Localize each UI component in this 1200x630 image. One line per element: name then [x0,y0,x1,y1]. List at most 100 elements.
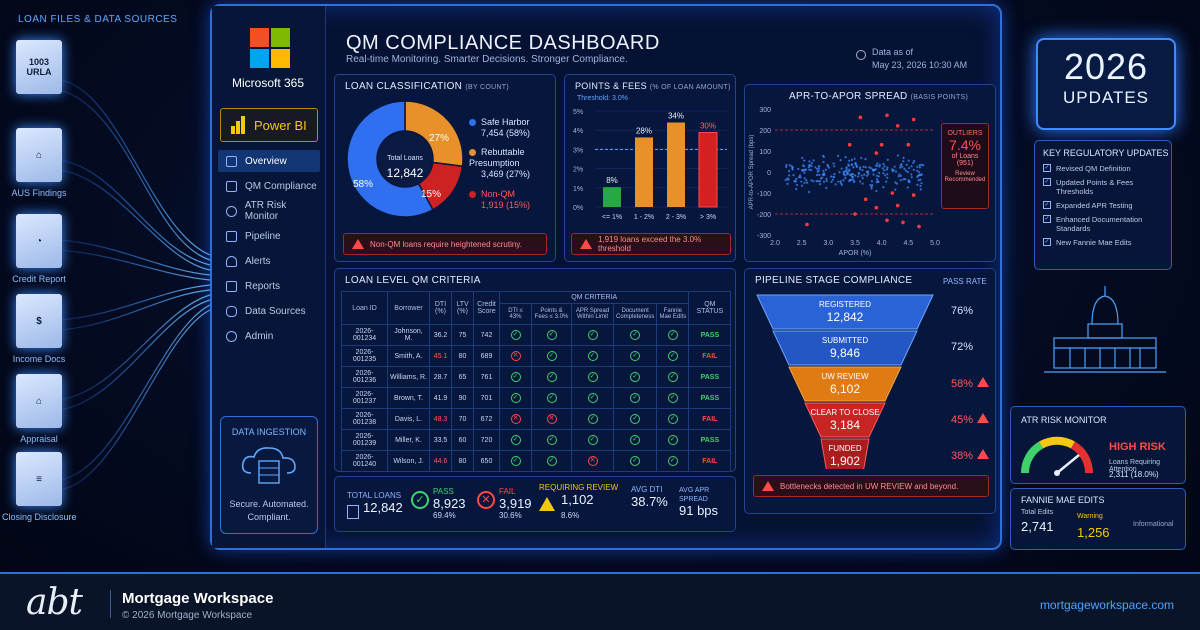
table-row[interactable]: 2026-001234 Johnson, M. 36.2 75 742 ✓ ✓ ✓ ✓ ✓ PASS [341,324,732,346]
table-group-header: QM CRITERIA [498,291,690,304]
y-tick-label: 0 [767,170,771,177]
nav-data-sources[interactable]: Data Sources [218,300,320,322]
outlier-point [917,224,921,229]
asof-label: Data as of [872,47,914,57]
bar-3 [667,122,685,207]
nav-pipeline[interactable]: Pipeline [218,225,320,247]
scatter-point [861,168,864,172]
legend-dot [469,119,476,127]
table-header[interactable]: APR Spread Within Limit [571,303,614,325]
footer-website-link[interactable]: mortgageworkspace.com [1039,598,1174,612]
table-header[interactable]: DTI ≤ 43% [499,303,532,325]
stage-name: UW REVIEW [821,372,869,381]
x-tick-label: 2.0 [770,240,780,247]
table-header[interactable]: Borrower [387,291,430,325]
scatter-point [851,175,854,179]
table-header[interactable]: Points & Fees ≤ 3.0% [531,303,572,325]
x-tick-label: 2.5 [797,240,807,247]
check-icon: ✓ [587,330,598,340]
kru-item[interactable]: ✓ Updated Points & Fees Thresholds [1043,178,1165,196]
nav-atr-risk-monitor[interactable]: ATR Risk Monitor [218,200,320,222]
points-fees-bar-chart[interactable]: 5% 4% 3% 2% 1% 0% 8% <= 1% 28% 1 - 2% 34% 2 - 3% 30%… [569,105,733,229]
table-row[interactable]: 2026-001235 Smith, A. 45.1 80 689 ✕ ✓ ✓ ✓ ✓ FAIL [341,345,732,367]
legend-value: 1,919 (15%) [481,200,531,210]
nav-label: Alerts [245,255,271,267]
scatter-point [791,168,794,171]
table-row[interactable]: 2026-001240 Wilson, J. 44.6 80 650 ✓ ✓ ✕ ✓ ✓ FAIL [341,450,732,472]
fannie-mae-edits-card[interactable]: FANNIE MAE EDITS Total Edits 2,741 Warni… [1010,488,1186,550]
abt-logo: abt [26,582,83,623]
legend-dot [469,149,476,157]
doc-aus-findings[interactable]: ⌂ AUS Findings [11,128,67,198]
outlier-point [805,222,809,227]
table-row[interactable]: 2026-001239 Miller, K. 33.5 60 720 ✓ ✓ ✓ ✓ ✓ PASS [341,429,732,451]
kru-item[interactable]: ✓ New Fannie Mae Edits [1043,238,1165,247]
table-header[interactable]: Fannie Mae Edits [656,303,690,325]
scatter-point [800,180,803,183]
pie-slice-safe-harbor [346,100,434,218]
scatter-point [862,165,865,168]
kru-item[interactable]: ✓ Expanded APR Testing [1043,201,1165,210]
table-row[interactable]: 2026-001238 Davis, L. 48.3 70 672 ✕ ✕ ✓ ✓ ✓ FAIL [341,408,732,430]
nav-alerts[interactable]: Alerts [218,250,320,272]
nav-overview[interactable]: Overview [218,150,320,172]
legend-safe-harbor: Safe Harbor 7,454 (58%) [469,117,530,139]
table-header[interactable]: Loan ID [341,291,388,325]
y-tick-label: 5% [573,109,583,116]
scatter-point [881,167,884,170]
scatter-point [865,174,869,177]
table-cell: ✓ [531,345,572,367]
doc-appraisal[interactable]: ⌂ Appraisal [12,374,66,444]
checkbox-icon: ✓ [1043,215,1051,223]
scatter-point [908,166,911,170]
scatter-point [912,161,915,165]
scatter-point [832,176,836,179]
table-row[interactable]: 2026-001236 Williams, R. 28.7 65 761 ✓ ✓ ✓ ✓ ✓ PAS… [341,366,732,388]
table-cell: 48.3 [429,408,452,430]
table-header[interactable]: DTI (%) [429,291,452,325]
table-header[interactable]: Document Completeness [612,303,658,325]
table-header[interactable]: LTV (%) [451,291,474,325]
classification-donut-chart[interactable] [343,97,467,221]
kru-item-label: New Fannie Mae Edits [1056,238,1132,247]
kru-item[interactable]: ✓ Revised QM Definition [1043,164,1165,173]
pipeline-panel: PIPELINE STAGE COMPLIANCE PASS RATE REGI… [744,268,996,514]
qm-status-cell: PASS [688,324,732,346]
fme-info-label: Informational [1133,521,1174,528]
scatter-point [808,168,811,171]
nav-qm-compliance[interactable]: QM Compliance [218,175,320,197]
doc-urla-label: URLA [26,67,52,77]
nav-admin[interactable]: Admin [218,325,320,347]
scatter-point [919,178,922,181]
scatter-point [802,165,806,168]
x-tick-label: <= 1% [602,214,622,221]
scatter-point [861,177,864,180]
doc-closing-disclosure[interactable]: ≡ Closing Disclosure [2,452,77,522]
kru-item[interactable]: ✓ Enhanced Documentation Standards [1043,215,1165,233]
footer-divider [110,590,111,618]
nav-reports[interactable]: Reports [218,275,320,297]
doc-1003-urla[interactable]: 1003 URLA [12,40,66,94]
kpi-label: PASS [433,487,454,496]
atr-risk-monitor-card[interactable]: ATR RISK MONITOR HIGH RISK Loans Requiri… [1010,406,1186,484]
scatter-point [844,156,847,159]
check-icon: ✓ [630,393,641,403]
table-cell: 36.2 [429,324,452,346]
power-bi-icon [231,116,246,134]
database-icon [226,305,237,317]
table-header[interactable]: QM STATUS [688,291,732,325]
stage-pass-rate: 58% [951,377,990,390]
table-row[interactable]: 2026-001237 Brown, T. 41.9 90 701 ✓ ✓ ✓ ✓ ✓ PASS [341,387,732,409]
pipeline-funnel-chart[interactable] [745,289,997,469]
doc-income-docs[interactable]: $ Income Docs [12,294,66,364]
scatter-point [896,154,899,157]
table-cell: 2026-001238 [341,408,388,430]
table-header[interactable]: Credit Score [473,291,500,325]
power-bi-button[interactable]: Power BI [220,108,318,142]
scatter-point [912,168,915,171]
scatter-point [844,170,847,173]
doc-credit-report[interactable]: ◔ Credit Report [12,214,66,284]
kru-item-label: Updated Points & Fees Thresholds [1056,178,1134,196]
scatter-point [844,174,847,177]
